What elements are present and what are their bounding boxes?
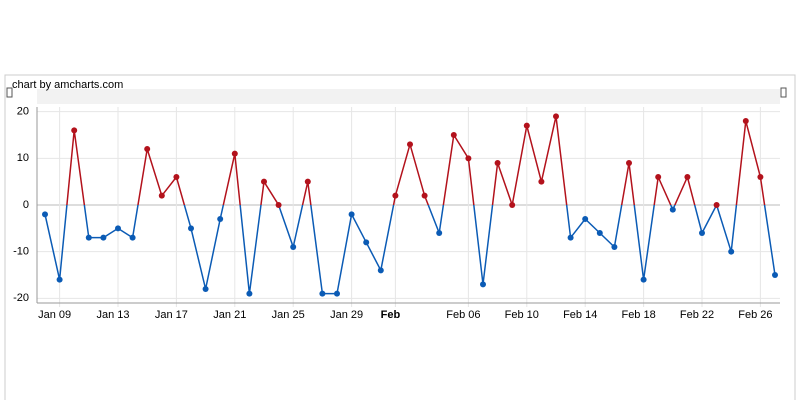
point (669, 206, 676, 213)
point (158, 192, 165, 199)
point (188, 225, 194, 232)
point (71, 127, 78, 134)
point (699, 230, 705, 236)
point (538, 178, 545, 185)
point (42, 211, 48, 218)
point (450, 132, 457, 138)
point (611, 244, 618, 250)
y-tick-label: -10 (13, 246, 29, 258)
point (494, 160, 501, 166)
point (509, 202, 516, 208)
point (742, 118, 749, 124)
point (392, 192, 399, 199)
x-tick-label: Jan 21 (213, 309, 246, 321)
point (129, 234, 136, 241)
point (480, 281, 486, 288)
point (231, 150, 238, 157)
point (436, 230, 443, 236)
point (582, 216, 589, 222)
point (772, 272, 778, 278)
x-tick-label: Feb 10 (505, 309, 539, 321)
point (728, 248, 735, 255)
x-tick-label: Feb 06 (446, 309, 480, 321)
x-tick-label: Jan 13 (96, 309, 129, 321)
credit[interactable]: chart by amcharts.com (12, 79, 123, 91)
x-tick-label: Feb 18 (621, 309, 655, 321)
scrollbar[interactable] (37, 89, 780, 104)
x-tick-label: Jan 29 (330, 309, 363, 321)
x-tick-label: Jan 17 (155, 309, 188, 321)
point (217, 216, 224, 222)
point (567, 234, 574, 241)
line-negative (44, 205, 776, 295)
y-tick-label: 0 (23, 199, 29, 211)
point (304, 178, 311, 185)
x-tick-label: Jan 09 (38, 309, 71, 321)
point (261, 178, 267, 185)
point (202, 286, 209, 292)
point (377, 267, 384, 274)
point (421, 192, 428, 199)
x-tick-label: Feb 14 (563, 309, 597, 321)
point (757, 174, 764, 180)
point (246, 290, 253, 297)
point (407, 141, 413, 148)
point (655, 174, 662, 180)
point (713, 202, 720, 208)
point (363, 239, 370, 246)
point (290, 244, 297, 250)
point (553, 113, 559, 120)
point (173, 174, 180, 180)
point (334, 290, 340, 297)
point (56, 276, 63, 283)
scrollbar-grip-right[interactable] (780, 87, 787, 98)
chart-panel (4, 74, 796, 405)
x-tick-label: Feb (381, 309, 401, 321)
point (465, 155, 472, 162)
point (85, 234, 92, 241)
x-tick-label: Feb 22 (680, 309, 714, 321)
y-tick-label: -20 (13, 292, 29, 304)
x-tick-label: Feb 26 (738, 309, 772, 321)
point (523, 122, 530, 129)
point (100, 234, 107, 241)
point (275, 202, 282, 208)
y-tick-label: 10 (17, 152, 29, 164)
point (319, 290, 326, 297)
point (115, 225, 121, 232)
point (684, 174, 691, 180)
x-tick-label: Jan 25 (272, 309, 305, 321)
point (640, 276, 647, 283)
point (626, 160, 632, 166)
scrollbar-grip-left[interactable] (6, 87, 13, 98)
point (596, 230, 603, 236)
y-tick-label: 20 (17, 106, 29, 118)
point (348, 211, 355, 218)
point (144, 146, 151, 152)
